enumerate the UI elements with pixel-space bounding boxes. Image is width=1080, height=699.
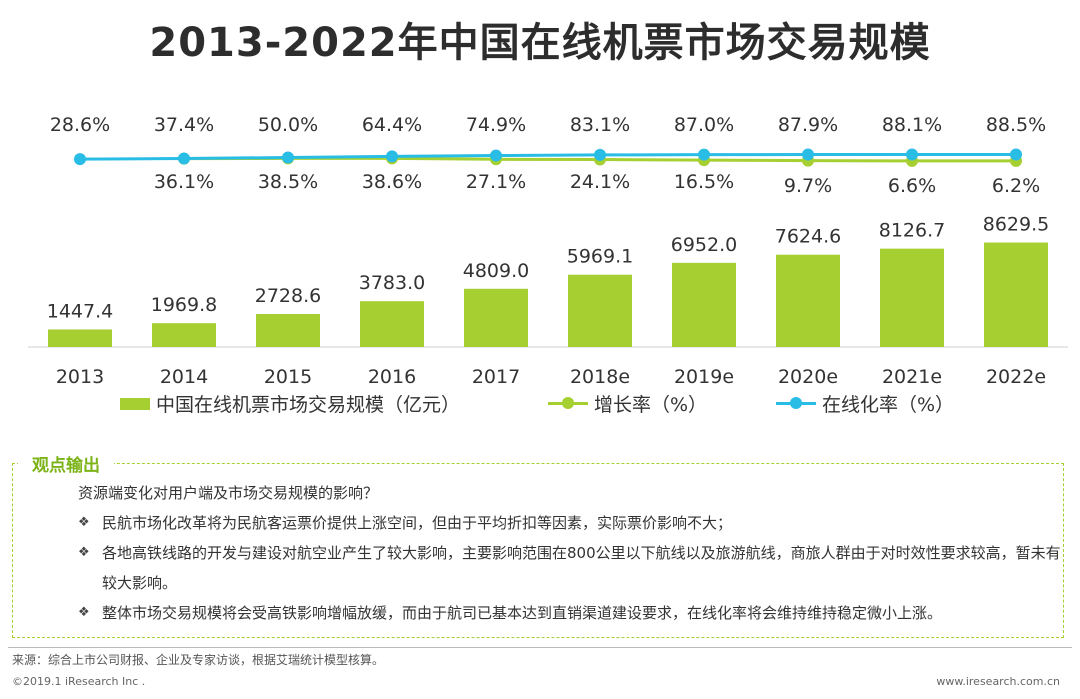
online-value-label: 88.5% bbox=[986, 114, 1046, 136]
bullet-icon: ❖ bbox=[78, 545, 90, 560]
chart: 1447.4 2013 1969.8 2014 2728.6 2015 3783.0 2016… bbox=[28, 114, 1068, 388]
bar-value-label: 6952.0 bbox=[671, 234, 737, 256]
online-value-label: 88.1% bbox=[882, 114, 942, 136]
bar-value-label: 1447.4 bbox=[47, 300, 113, 322]
insight-bullet-text: 各地高铁线路的开发与建设对航空业产生了较大影响，主要影响范围在800公里以下航线… bbox=[102, 544, 1061, 592]
source-note: 来源：综合上市公司财报、企业及专家访谈，根据艾瑞统计模型核算。 bbox=[12, 653, 385, 667]
x-tick-label: 2019e bbox=[674, 366, 734, 388]
online-value-label: 37.4% bbox=[154, 114, 214, 136]
insight-bullet-text: 民航市场化改革将为民航客运票价提供上涨空间，但由于平均折扣等因素，实际票价影响不… bbox=[102, 514, 733, 532]
online-point bbox=[698, 148, 710, 161]
footer-divider bbox=[8, 647, 1072, 648]
online-value-label: 83.1% bbox=[570, 114, 630, 136]
legend-bar-label: 中国在线机票市场交易规模（亿元） bbox=[156, 394, 461, 416]
online-point bbox=[386, 150, 398, 163]
online-point bbox=[74, 153, 86, 166]
legend: 中国在线机票市场交易规模（亿元） 增长率（%） 在线化率（%） bbox=[0, 390, 1080, 420]
bar-value-label: 8629.5 bbox=[983, 214, 1049, 236]
legend-growth: 增长率（%） bbox=[548, 390, 707, 417]
online-value-label: 50.0% bbox=[258, 114, 318, 136]
growth-value-label: 16.5% bbox=[674, 171, 734, 193]
bar bbox=[152, 323, 216, 347]
bar-value-label: 2728.6 bbox=[255, 285, 321, 307]
online-value-label: 87.0% bbox=[674, 114, 734, 136]
growth-value-label: 38.5% bbox=[258, 171, 318, 193]
growth-value-label: 36.1% bbox=[154, 171, 214, 193]
insight-question: 资源端变化对用户端及市场交易规模的影响？ bbox=[78, 484, 379, 502]
legend-growth-swatch bbox=[548, 397, 588, 409]
online-point bbox=[802, 148, 814, 161]
online-point bbox=[1010, 148, 1022, 161]
bar bbox=[776, 254, 840, 347]
page-title: 2013-2022年中国在线机票市场交易规模 bbox=[149, 20, 931, 66]
legend-online-swatch bbox=[776, 397, 816, 409]
legend-bar-swatch bbox=[120, 397, 150, 410]
bar-value-label: 7624.6 bbox=[775, 226, 841, 248]
insight-bullet: ❖ 民航市场化改革将为民航客运票价提供上涨空间，但由于平均折扣等因素，实际票价影… bbox=[78, 508, 1068, 538]
bar bbox=[256, 313, 320, 347]
x-tick-label: 2014 bbox=[160, 366, 208, 388]
x-tick-label: 2015 bbox=[264, 366, 312, 388]
online-value-label: 28.6% bbox=[50, 114, 110, 136]
growth-value-label: 38.6% bbox=[362, 171, 422, 193]
bar bbox=[464, 288, 528, 347]
online-point bbox=[906, 148, 918, 161]
insight-bullet: ❖ 各地高铁线路的开发与建设对航空业产生了较大影响，主要影响范围在800公里以下… bbox=[78, 538, 1068, 598]
bullet-icon: ❖ bbox=[78, 605, 90, 620]
growth-value-label: 6.6% bbox=[888, 175, 936, 197]
online-value-label: 64.4% bbox=[362, 114, 422, 136]
bar bbox=[984, 242, 1048, 347]
bar-value-label: 4809.0 bbox=[463, 260, 529, 282]
bar-value-label: 3783.0 bbox=[359, 272, 425, 294]
growth-value-label: 9.7% bbox=[784, 175, 832, 197]
bar bbox=[672, 262, 736, 347]
bar bbox=[568, 274, 632, 347]
online-point bbox=[178, 152, 190, 165]
bar-value-label: 8126.7 bbox=[879, 220, 945, 242]
legend-bar: 中国在线机票市场交易规模（亿元） bbox=[120, 390, 460, 417]
x-tick-label: 2022e bbox=[986, 366, 1046, 388]
bar-value-label: 1969.8 bbox=[151, 294, 217, 316]
growth-value-label: 6.2% bbox=[992, 175, 1040, 197]
insight-bullet-text: 整体市场交易规模将会受高铁影响增幅放缓，而由于航司已基本达到直销渠道建设要求，在… bbox=[102, 604, 943, 622]
online-value-label: 87.9% bbox=[778, 114, 838, 136]
insight-bullet: ❖ 整体市场交易规模将会受高铁影响增幅放缓，而由于航司已基本达到直销渠道建设要求… bbox=[78, 598, 1068, 628]
legend-online: 在线化率（%） bbox=[776, 390, 954, 417]
legend-online-label: 在线化率（%） bbox=[822, 394, 955, 416]
x-tick-label: 2016 bbox=[368, 366, 416, 388]
growth-value-label: 27.1% bbox=[466, 171, 526, 193]
footer-url[interactable]: www.iresearch.com.cn bbox=[936, 675, 1060, 688]
bar-value-label: 5969.1 bbox=[567, 246, 633, 268]
insight-title: 观点输出 bbox=[18, 451, 114, 476]
online-point bbox=[282, 151, 294, 164]
bar bbox=[880, 248, 944, 347]
copyright: ©2019.1 iResearch Inc . bbox=[12, 675, 146, 688]
x-tick-label: 2018e bbox=[570, 366, 630, 388]
online-point bbox=[594, 148, 606, 161]
online-value-label: 74.9% bbox=[466, 114, 526, 136]
x-tick-label: 2020e bbox=[778, 366, 838, 388]
online-line bbox=[79, 152, 1017, 161]
online-point bbox=[490, 149, 502, 162]
bar bbox=[360, 301, 424, 347]
x-tick-label: 2013 bbox=[56, 366, 104, 388]
growth-value-label: 24.1% bbox=[570, 171, 630, 193]
x-tick-label: 2017 bbox=[472, 366, 520, 388]
bullet-icon: ❖ bbox=[78, 515, 90, 530]
bar bbox=[48, 329, 112, 347]
x-tick-label: 2021e bbox=[882, 366, 942, 388]
insight-content: 资源端变化对用户端及市场交易规模的影响？ ❖ 民航市场化改革将为民航客运票价提供… bbox=[78, 478, 1068, 628]
legend-growth-label: 增长率（%） bbox=[594, 394, 708, 416]
insight-box bbox=[12, 463, 1064, 638]
